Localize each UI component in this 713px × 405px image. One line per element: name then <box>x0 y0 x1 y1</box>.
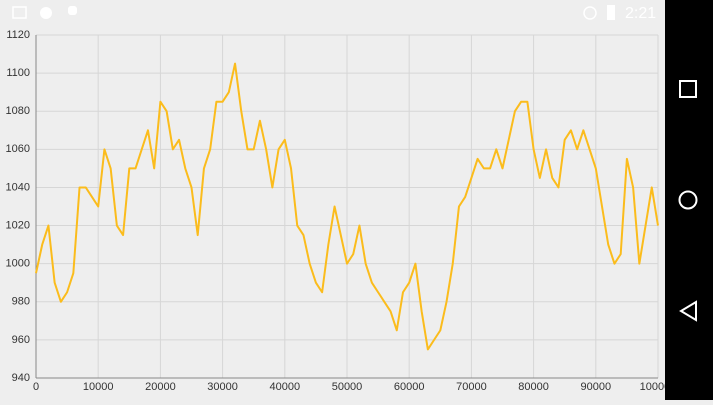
x-tick-label: 10000 <box>83 381 114 393</box>
battery-icon <box>607 5 615 20</box>
y-tick-label: 1020 <box>6 219 30 231</box>
y-tick-label: 1120 <box>6 29 30 41</box>
y-tick-label: 1000 <box>6 258 30 270</box>
data-line <box>35 62 659 351</box>
clock: 2:21 <box>625 5 656 22</box>
recents-button[interactable] <box>679 80 697 98</box>
status-icons: 2:21 <box>12 5 656 22</box>
image-icon <box>12 6 27 19</box>
back-button[interactable] <box>679 300 697 322</box>
y-tick-label: 960 <box>12 334 30 346</box>
x-tick-label: 60000 <box>394 381 425 393</box>
x-tick-label: 40000 <box>270 381 301 393</box>
plot: 940 960 980 1000 1020 1040 1060 1080 1100 1120 0 10… <box>6 29 677 393</box>
x-tick-label: 70000 <box>456 381 487 393</box>
signal-icon <box>583 6 597 20</box>
y-tick-label: 1100 <box>6 67 30 79</box>
y-tick-label: 1080 <box>6 105 30 117</box>
x-tick-label: 30000 <box>207 381 238 393</box>
y-tick-label: 1040 <box>6 181 30 193</box>
x-tick-label: 80000 <box>518 381 549 393</box>
x-tick-label: 20000 <box>145 381 176 393</box>
y-tick-label: 980 <box>12 296 30 308</box>
nav-background <box>665 0 713 400</box>
nav-bar <box>665 0 713 400</box>
x-tick-label: 50000 <box>332 381 363 393</box>
y-tick-label: 1060 <box>6 143 30 155</box>
x-tick-label: 0 <box>33 381 39 393</box>
chat-icon <box>40 7 52 19</box>
x-tick-label: 90000 <box>581 381 612 393</box>
android-icon <box>68 6 77 15</box>
y-tick-label: 940 <box>12 372 30 384</box>
home-button[interactable] <box>678 190 698 210</box>
